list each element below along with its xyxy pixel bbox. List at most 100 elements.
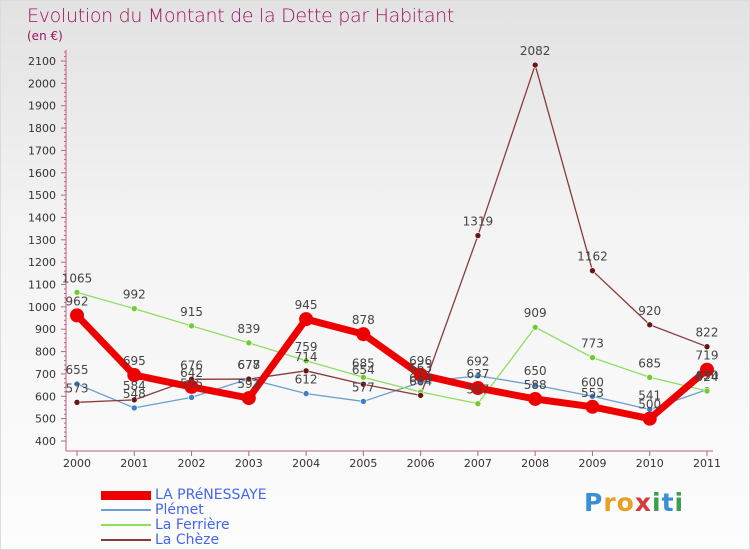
legend-item: LA PRéNESSAYE bbox=[101, 487, 267, 503]
data-point bbox=[184, 379, 199, 394]
series-lines bbox=[73, 64, 711, 423]
data-point bbox=[703, 343, 711, 350]
y-tick-label: 1400 bbox=[28, 211, 56, 224]
data-label: 588 bbox=[524, 378, 547, 392]
data-point bbox=[700, 362, 714, 377]
data-label: 719 bbox=[696, 349, 719, 363]
data-point bbox=[589, 267, 596, 274]
data-label: 642 bbox=[180, 366, 203, 380]
data-point bbox=[241, 391, 256, 406]
legend-item: La Chèze bbox=[101, 532, 219, 548]
data-point bbox=[302, 390, 310, 397]
y-tick-label: 600 bbox=[35, 390, 56, 403]
logo-letter: r bbox=[603, 488, 617, 517]
data-label: 714 bbox=[295, 350, 318, 364]
data-label: 592 bbox=[237, 377, 260, 391]
data-point bbox=[299, 312, 314, 327]
data-point bbox=[531, 323, 539, 331]
data-point bbox=[360, 398, 367, 405]
x-tick-label: 2004 bbox=[292, 457, 320, 470]
legend-swatch bbox=[101, 524, 151, 526]
data-point bbox=[531, 61, 539, 69]
data-label: 1319 bbox=[463, 215, 494, 229]
proxiti-logo: Proxiti bbox=[584, 488, 684, 517]
data-point bbox=[73, 380, 81, 388]
data-label: 1162 bbox=[577, 250, 608, 264]
data-label: 604 bbox=[409, 374, 432, 388]
y-tick-label: 500 bbox=[35, 413, 56, 426]
data-label: 677 bbox=[237, 358, 260, 372]
legend-label: Plémet bbox=[155, 502, 204, 518]
logo-letter: i bbox=[674, 488, 685, 517]
data-point bbox=[413, 367, 428, 382]
data-label: 663 bbox=[409, 361, 432, 375]
series-line bbox=[73, 311, 711, 423]
data-label: 685 bbox=[638, 356, 661, 370]
data-point bbox=[589, 354, 596, 361]
data-point bbox=[73, 399, 81, 406]
logo-letter: o bbox=[616, 488, 635, 517]
data-point bbox=[130, 305, 138, 312]
logo-letter: i bbox=[652, 488, 662, 517]
data-point bbox=[360, 380, 367, 388]
data-point bbox=[474, 232, 482, 239]
data-point bbox=[302, 357, 310, 365]
y-tick-label: 2000 bbox=[28, 77, 56, 90]
y-tick-label: 2100 bbox=[28, 55, 56, 68]
y-tick-label: 1300 bbox=[28, 234, 56, 247]
x-tick-label: 2007 bbox=[464, 457, 492, 470]
data-label: 839 bbox=[237, 322, 260, 336]
data-label: 650 bbox=[524, 364, 547, 378]
data-label: 553 bbox=[581, 386, 604, 400]
data-label: 822 bbox=[696, 326, 719, 340]
y-tick-label: 1500 bbox=[28, 189, 56, 202]
data-label: 992 bbox=[123, 288, 146, 302]
data-point bbox=[470, 381, 485, 396]
data-label: 676 bbox=[180, 358, 203, 372]
series-line bbox=[76, 375, 708, 411]
data-point bbox=[302, 367, 310, 375]
legend-label: LA PRéNESSAYE bbox=[155, 487, 267, 503]
x-tick-label: 2003 bbox=[235, 457, 263, 470]
logo-letter: x bbox=[634, 488, 652, 517]
legend-swatch bbox=[101, 490, 151, 500]
data-label: 695 bbox=[123, 354, 146, 368]
data-label: 696 bbox=[409, 354, 432, 368]
data-point bbox=[417, 392, 424, 399]
x-tick-label: 2001 bbox=[120, 457, 148, 470]
data-label: 600 bbox=[581, 375, 604, 389]
data-point bbox=[528, 391, 543, 406]
data-label: 584 bbox=[123, 379, 146, 393]
legend-item: La Ferrière bbox=[101, 517, 230, 533]
data-point bbox=[646, 373, 654, 381]
data-point bbox=[127, 368, 142, 383]
data-label: 2082 bbox=[520, 44, 551, 58]
y-tick-label: 1000 bbox=[28, 301, 56, 314]
y-tick-label: 1600 bbox=[28, 167, 56, 180]
legend-label: La Chèze bbox=[155, 532, 220, 548]
y-tick-label: 1200 bbox=[28, 256, 56, 269]
legend-swatch bbox=[101, 509, 151, 511]
data-point bbox=[585, 399, 600, 414]
data-point bbox=[73, 289, 81, 296]
data-label: 577 bbox=[352, 380, 375, 394]
y-tick-label: 1100 bbox=[28, 279, 56, 292]
data-point bbox=[589, 392, 596, 400]
data-point bbox=[474, 372, 482, 380]
data-label: 624 bbox=[696, 370, 719, 384]
data-point bbox=[646, 321, 654, 329]
x-tick-label: 2005 bbox=[349, 457, 377, 470]
y-tick-label: 1900 bbox=[28, 100, 56, 113]
data-point bbox=[703, 387, 711, 395]
x-tick-label: 2008 bbox=[521, 457, 549, 470]
chart-title: Evolution du Montant de la Dette par Hab… bbox=[27, 5, 455, 27]
x-tick-label: 2002 bbox=[178, 457, 206, 470]
series-line bbox=[76, 291, 708, 405]
data-label: 909 bbox=[524, 306, 547, 320]
data-point bbox=[188, 322, 195, 330]
x-tick-label: 2006 bbox=[407, 457, 435, 470]
x-tick-label: 2011 bbox=[693, 457, 721, 470]
data-labels: 655 548 595 678 612 577 663 692 650 600 541 630 1065… bbox=[62, 44, 719, 412]
